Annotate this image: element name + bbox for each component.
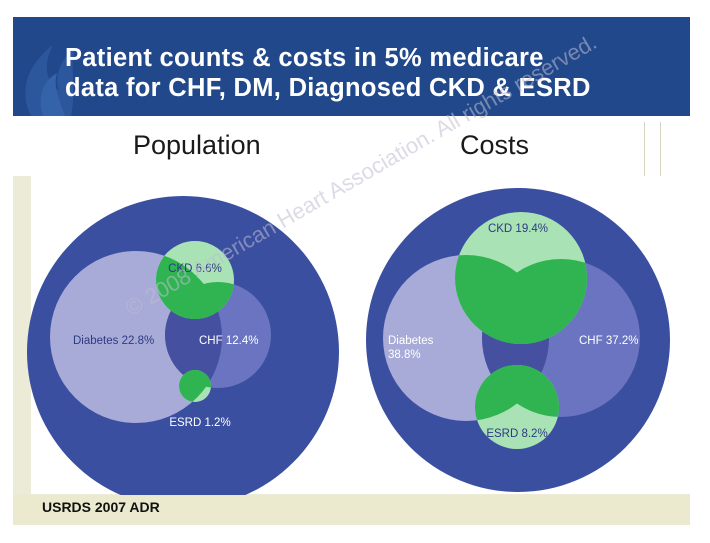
diabetes-label: Diabetes 22.8% xyxy=(73,335,154,347)
gridline xyxy=(644,122,645,176)
costs-venn: Diabetes 38.8% CKD 19.4% CHF 37.2% ESRD 8.2% xyxy=(366,188,670,492)
population-title: Population xyxy=(133,130,261,160)
costs-title: Costs xyxy=(460,130,530,160)
esrd-label: ESRD 1.2% xyxy=(169,417,230,429)
header-bar: Patient counts & costs in 5% medicare da… xyxy=(13,17,690,116)
gridline xyxy=(660,122,661,176)
ckd-chf-overlap xyxy=(482,259,587,344)
chf-label: CHF 37.2% xyxy=(579,335,638,347)
slide-title: Patient counts & costs in 5% medicare da… xyxy=(65,44,591,102)
ckd-label: CKD 6.6% xyxy=(168,263,222,275)
ckd-label: CKD 19.4% xyxy=(488,223,548,235)
top-band xyxy=(13,116,690,176)
population-venn: Diabetes 22.8% CKD 6.6% CHF 12.4% ESRD 1.2% xyxy=(27,196,339,508)
venn-charts: Diabetes 22.8% CKD 6.6% CHF 12.4% ESRD 1.2%… xyxy=(27,188,670,508)
slide: Patient counts & costs in 5% medicare da… xyxy=(13,17,690,525)
diabetes-label: Diabetes 38.8% xyxy=(388,335,434,361)
footer-band xyxy=(13,495,690,525)
flame-logo-icon xyxy=(25,45,76,116)
esrd-label: ESRD 8.2% xyxy=(486,428,547,440)
source-footer: USRDS 2007 ADR xyxy=(42,499,160,515)
chf-label: CHF 12.4% xyxy=(199,335,258,347)
